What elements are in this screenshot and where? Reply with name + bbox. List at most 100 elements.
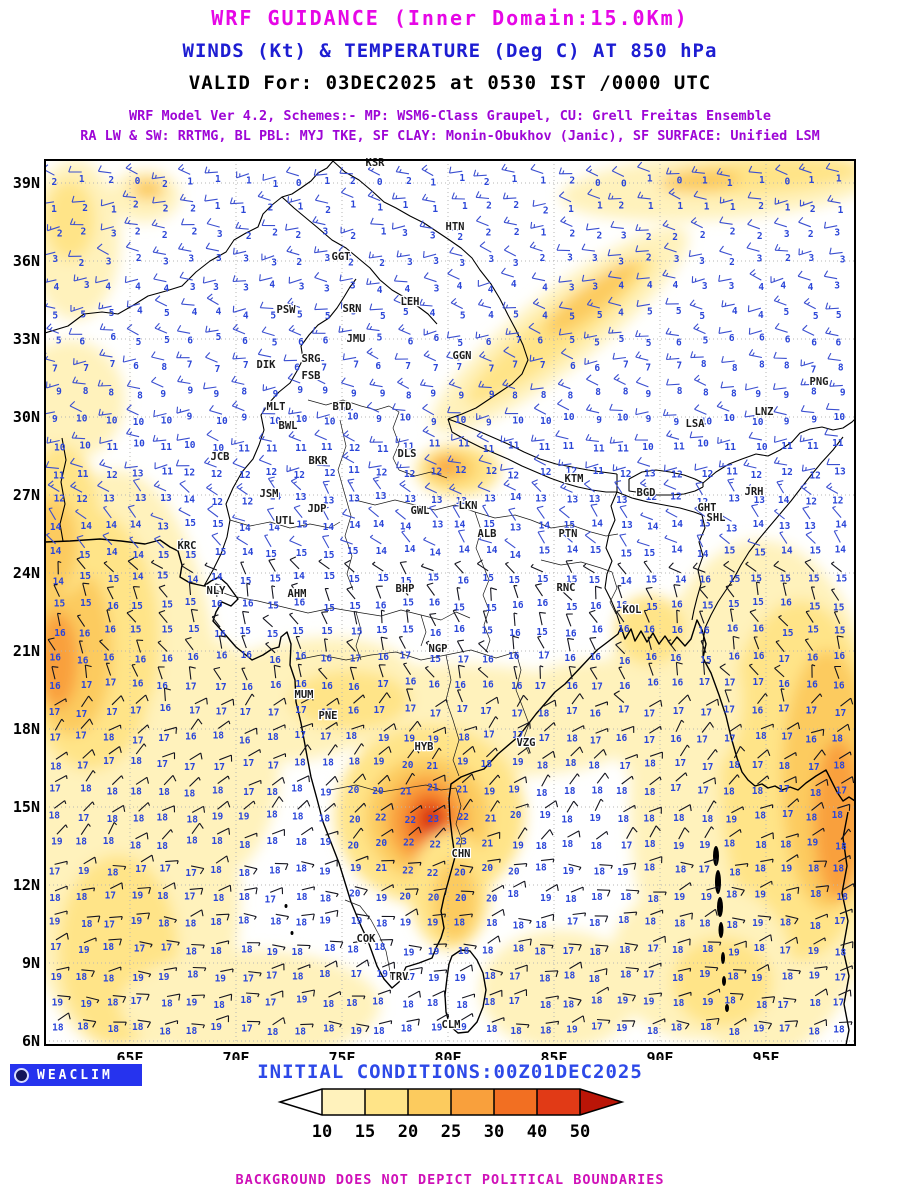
svg-text:17: 17 [50,942,61,953]
svg-text:8: 8 [703,387,709,398]
svg-text:19: 19 [427,918,439,929]
svg-text:15: 15 [321,626,333,637]
svg-text:7: 7 [83,363,89,374]
svg-text:2: 2 [246,231,252,242]
lat-tick-label: 36N [13,252,40,270]
svg-text:13: 13 [160,493,172,504]
svg-text:12: 12 [324,468,335,479]
svg-text:15: 15 [185,518,197,529]
svg-text:15: 15 [268,601,280,612]
svg-text:1: 1 [459,173,465,184]
svg-text:16: 16 [833,681,845,692]
svg-text:16: 16 [482,680,494,691]
svg-text:2: 2 [325,205,331,216]
svg-text:17: 17 [778,704,789,715]
svg-text:8: 8 [241,386,247,397]
svg-text:18: 18 [673,813,685,824]
svg-text:16: 16 [509,628,521,639]
svg-text:19: 19 [428,946,440,957]
svg-text:17: 17 [243,787,254,798]
svg-text:19: 19 [350,863,362,874]
svg-text:18: 18 [103,732,115,743]
svg-text:18: 18 [810,889,822,900]
svg-text:16: 16 [672,625,684,636]
station-label: GHT [698,502,717,514]
svg-text:10: 10 [617,413,629,424]
svg-text:3: 3 [757,253,763,264]
svg-text:19: 19 [752,918,764,929]
wind-barbs-layer: 2 1 2 0 2 1 1 1 1 0 1 2 0 2 1 1 2 1 1 2 0 0 1 0 1 1 1 0 1 11 2 1 2 2 2 1 1 2 1… [45,161,855,1038]
svg-text:14: 14 [510,492,522,503]
svg-text:19: 19 [781,864,793,875]
station-label: BHP [396,583,415,595]
svg-text:15: 15 [482,573,494,584]
svg-text:15: 15 [130,624,142,635]
svg-text:21: 21 [376,863,388,874]
svg-text:14: 14 [270,491,282,502]
svg-text:10: 10 [642,442,654,453]
svg-text:7: 7 [456,362,462,373]
svg-text:8: 8 [701,359,707,370]
svg-text:18: 18 [296,892,308,903]
svg-text:16: 16 [454,624,466,635]
svg-text:9: 9 [322,386,328,397]
svg-text:15: 15 [79,571,91,582]
svg-text:13: 13 [567,494,579,505]
svg-text:17: 17 [268,761,279,772]
svg-text:6: 6 [729,333,735,344]
svg-text:15: 15 [566,602,578,613]
svg-text:6: 6 [811,337,817,348]
station-label: LEH [401,296,420,308]
svg-text:18: 18 [267,1027,279,1038]
svg-text:3: 3 [592,282,598,293]
svg-text:20: 20 [348,840,360,851]
svg-text:18: 18 [565,758,577,769]
legend-value-label: 10 [312,1122,332,1142]
svg-text:13: 13 [834,467,846,478]
svg-text:22: 22 [403,837,414,848]
svg-text:11: 11 [77,469,89,480]
svg-text:14: 14 [211,572,223,583]
svg-text:18: 18 [373,1026,385,1037]
station-label: SRG [302,353,321,365]
svg-text:3: 3 [434,284,440,295]
svg-text:18: 18 [535,920,547,931]
svg-text:18: 18 [671,1023,683,1034]
svg-text:18: 18 [292,811,304,822]
svg-text:2: 2 [379,258,385,269]
svg-text:12: 12 [242,497,253,508]
svg-text:18: 18 [346,731,358,742]
station-labels-layer: KSR HTN GGT PSW SRN LEH JMU GGN DIK SRG FSB MLT BTD B… [176,156,829,1032]
svg-text:2: 2 [296,230,302,241]
svg-text:1: 1 [785,203,791,214]
page-subtitle: WINDS (Kt) & TEMPERATURE (Deg C) AT 850 … [182,40,718,62]
svg-text:4: 4 [430,308,436,319]
svg-text:2: 2 [757,231,763,242]
svg-text:17: 17 [295,705,306,716]
svg-text:8: 8 [838,363,844,374]
svg-text:6: 6 [110,332,116,343]
svg-text:17: 17 [752,760,763,771]
svg-text:4: 4 [457,281,463,292]
svg-text:22: 22 [427,868,438,879]
svg-text:18: 18 [723,786,735,797]
svg-text:16: 16 [672,677,684,688]
svg-text:17: 17 [697,785,708,796]
svg-text:2: 2 [486,228,492,239]
svg-text:18: 18 [591,785,603,796]
svg-text:18: 18 [103,942,115,953]
svg-text:9: 9 [840,387,846,398]
svg-text:15: 15 [782,628,794,639]
svg-text:11: 11 [238,444,250,455]
svg-text:19: 19 [296,995,308,1006]
svg-text:16: 16 [805,735,817,746]
svg-text:17: 17 [458,655,469,666]
svg-text:20: 20 [376,838,388,849]
svg-text:12: 12 [646,492,657,503]
svg-text:17: 17 [75,731,86,742]
svg-text:18: 18 [833,864,845,875]
svg-text:12: 12 [702,469,713,480]
svg-text:5: 5 [325,311,331,322]
svg-text:16: 16 [214,629,226,640]
svg-text:15: 15 [324,603,336,614]
